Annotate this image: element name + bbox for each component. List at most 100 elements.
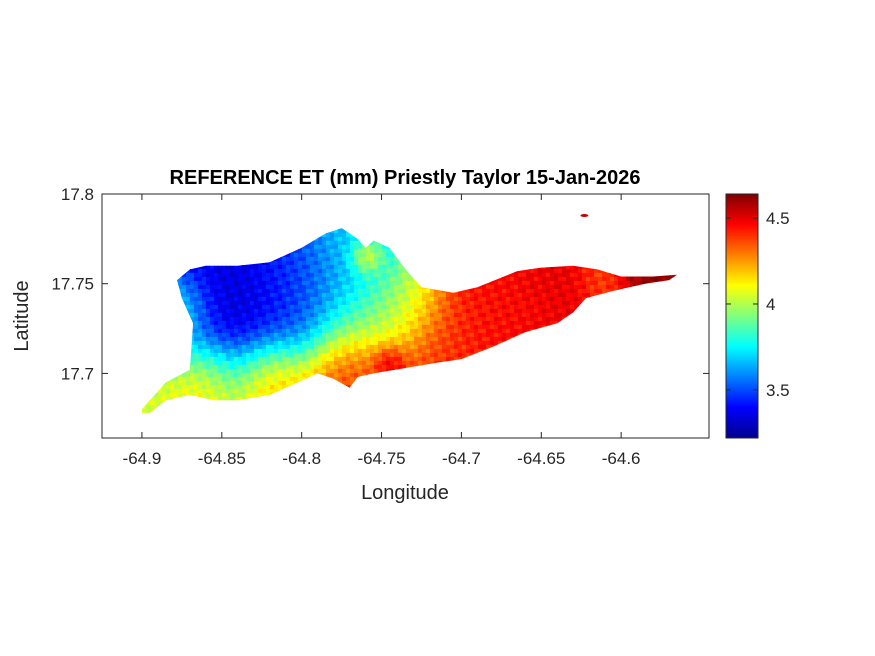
heat-cell [357, 320, 363, 326]
heat-cell [453, 312, 459, 318]
heat-cell [517, 316, 523, 322]
heat-cell [325, 344, 331, 350]
heat-cell [201, 324, 207, 330]
heat-cell [205, 328, 211, 334]
heat-cell [185, 304, 191, 310]
heat-cell [497, 300, 503, 306]
heat-cell [289, 296, 295, 302]
heat-cell [217, 324, 223, 330]
heat-cell [321, 236, 327, 242]
heat-cell [389, 348, 395, 354]
heat-cell [321, 320, 327, 326]
heat-cell [273, 344, 279, 350]
heat-cell [221, 268, 227, 274]
heat-cell [377, 280, 383, 286]
heat-cell [457, 312, 463, 318]
heat-cell [517, 300, 523, 306]
heat-cell [337, 240, 343, 246]
heat-cell [433, 292, 439, 298]
heat-cell [565, 268, 571, 274]
heat-cell [321, 340, 327, 346]
heat-cell [437, 292, 443, 298]
heat-cell [525, 320, 531, 326]
heat-cell [513, 320, 519, 326]
heat-cell [457, 340, 463, 346]
heat-cell [369, 316, 375, 322]
heat-cell [517, 288, 523, 294]
heat-cell [217, 356, 223, 362]
heat-cell [561, 272, 567, 278]
heat-cell [301, 320, 307, 326]
heat-cell [405, 320, 411, 326]
heat-cell [485, 308, 491, 314]
heat-cell [361, 356, 367, 362]
heat-cell [329, 312, 335, 318]
heat-cell [257, 320, 263, 326]
heat-cell [257, 332, 263, 338]
heat-cell [221, 280, 227, 286]
heat-cell [337, 272, 343, 278]
heat-cell [617, 280, 623, 286]
heat-cell [249, 312, 255, 318]
heat-cell [277, 348, 283, 354]
heat-cell [217, 280, 223, 286]
heat-cell [209, 348, 215, 354]
heat-cell [369, 312, 375, 318]
heat-cell [605, 284, 611, 290]
heat-cell [569, 292, 575, 298]
heat-cell [297, 328, 303, 334]
heat-cell [485, 304, 491, 310]
heat-cell [285, 292, 291, 298]
heat-cell [497, 328, 503, 334]
heat-cell [189, 284, 195, 290]
heat-cell [233, 340, 239, 346]
heat-cell [553, 276, 559, 282]
heat-cell [261, 284, 267, 290]
heat-cell [429, 328, 435, 334]
heat-cell [265, 348, 271, 354]
heat-cell [489, 300, 495, 306]
heat-cell [325, 236, 331, 242]
heat-cell [581, 292, 587, 298]
heat-cell [545, 316, 551, 322]
heat-cell [309, 320, 315, 326]
heat-cell [249, 356, 255, 362]
heat-cell [425, 292, 431, 298]
heat-cell [313, 292, 319, 298]
heat-cell [429, 312, 435, 318]
heat-cell [389, 340, 395, 346]
heat-cell [401, 360, 407, 366]
heat-cell [521, 328, 527, 334]
heat-cell [237, 308, 243, 314]
heat-cell [329, 320, 335, 326]
heat-cell [469, 320, 475, 326]
heat-cell [245, 292, 251, 298]
heat-cell [397, 344, 403, 350]
heat-cell [397, 340, 403, 346]
heat-cell [313, 296, 319, 302]
heat-cell [417, 344, 423, 350]
heat-cell [545, 300, 551, 306]
heat-cell [429, 316, 435, 322]
heat-cell [465, 320, 471, 326]
heat-cell [229, 348, 235, 354]
heat-cell [201, 292, 207, 298]
heat-cell [265, 276, 271, 282]
heat-cell [433, 300, 439, 306]
heat-cell [317, 324, 323, 330]
heat-cell [545, 304, 551, 310]
heat-cell [249, 332, 255, 338]
heat-cell [201, 348, 207, 354]
heat-cell [525, 312, 531, 318]
heat-cell [429, 288, 435, 294]
heat-cell [333, 352, 339, 358]
heat-cell [309, 332, 315, 338]
heat-cell [605, 276, 611, 282]
heat-cell [537, 308, 543, 314]
heat-cell [317, 336, 323, 342]
heat-cell [297, 252, 303, 258]
heat-cell [305, 356, 311, 362]
heat-cell [273, 328, 279, 334]
heat-cell [341, 284, 347, 290]
heat-cell [265, 264, 271, 270]
